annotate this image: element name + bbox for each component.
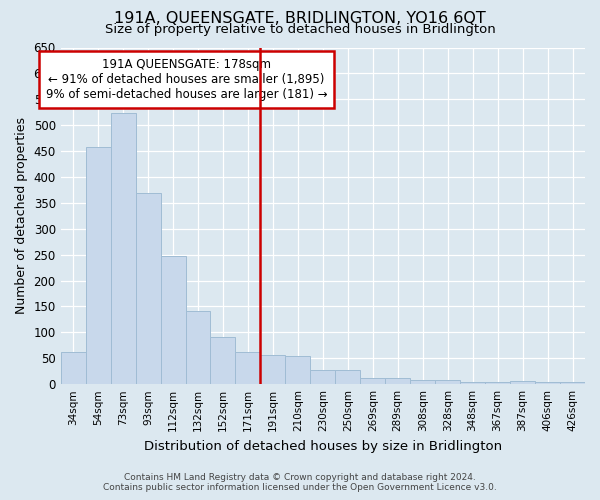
X-axis label: Distribution of detached houses by size in Bridlington: Distribution of detached houses by size …: [144, 440, 502, 452]
Text: 191A QUEENSGATE: 178sqm
← 91% of detached houses are smaller (1,895)
9% of semi-: 191A QUEENSGATE: 178sqm ← 91% of detache…: [46, 58, 328, 100]
Bar: [86, 148, 110, 384]
Text: Contains HM Land Registry data © Crown copyright and database right 2024.
Contai: Contains HM Land Registry data © Crown c…: [103, 473, 497, 492]
Bar: [360, 378, 385, 384]
Bar: [385, 378, 410, 384]
Bar: [435, 380, 460, 384]
Bar: [510, 380, 535, 384]
Bar: [335, 370, 360, 384]
Bar: [185, 311, 211, 384]
Bar: [310, 370, 335, 384]
Bar: [211, 336, 235, 384]
Bar: [286, 356, 310, 384]
Bar: [260, 354, 286, 384]
Text: 191A, QUEENSGATE, BRIDLINGTON, YO16 6QT: 191A, QUEENSGATE, BRIDLINGTON, YO16 6QT: [114, 11, 486, 26]
Text: Size of property relative to detached houses in Bridlington: Size of property relative to detached ho…: [104, 22, 496, 36]
Bar: [485, 382, 510, 384]
Bar: [560, 382, 585, 384]
Bar: [535, 382, 560, 384]
Bar: [410, 380, 435, 384]
Bar: [136, 192, 161, 384]
Bar: [161, 256, 185, 384]
Bar: [110, 114, 136, 384]
Y-axis label: Number of detached properties: Number of detached properties: [15, 118, 28, 314]
Bar: [61, 352, 86, 384]
Bar: [460, 382, 485, 384]
Bar: [235, 352, 260, 384]
